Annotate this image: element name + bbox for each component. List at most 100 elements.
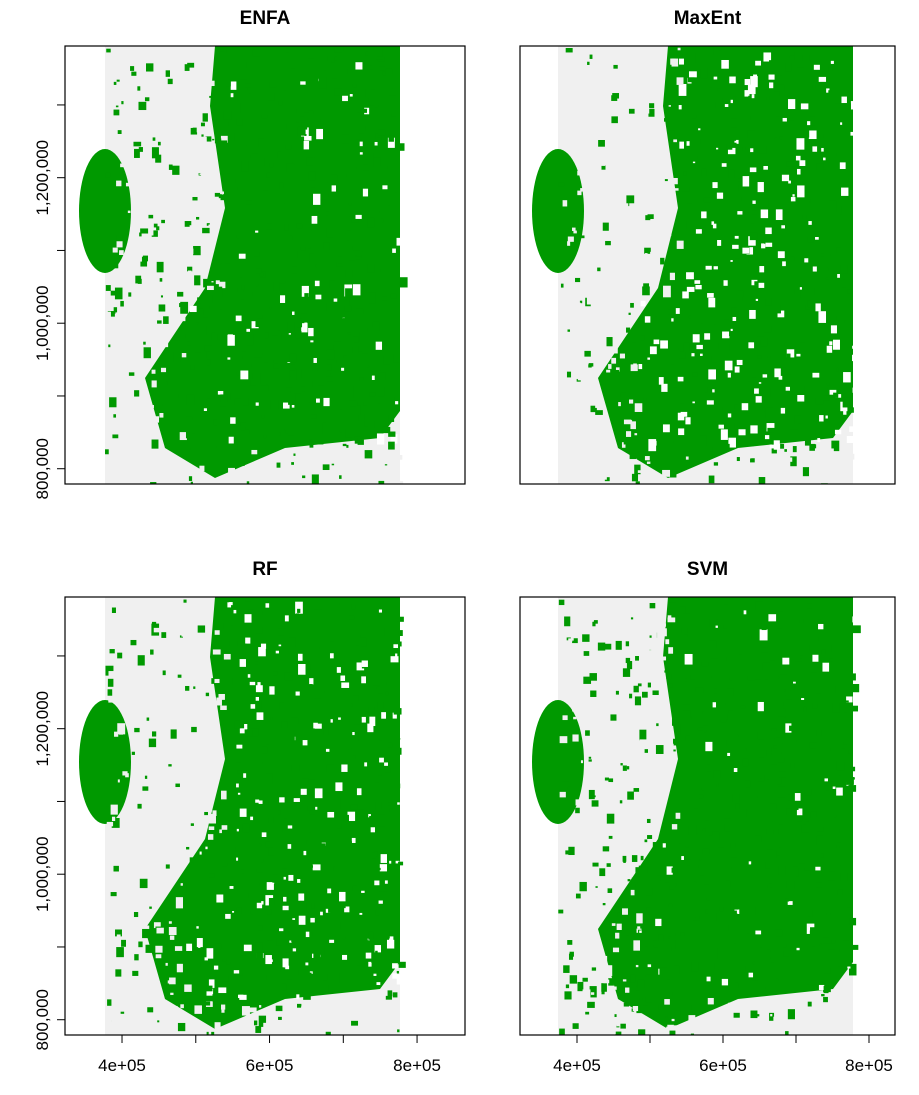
- raster-cell: [394, 841, 399, 847]
- raster-cell: [811, 940, 816, 947]
- raster-cell: [326, 376, 334, 382]
- raster-cell: [381, 218, 384, 223]
- raster-cell: [189, 225, 194, 231]
- raster-cell: [770, 387, 778, 398]
- raster-cell: [852, 625, 861, 634]
- raster-cell: [189, 67, 197, 76]
- raster-cell: [163, 682, 168, 688]
- raster-cell: [286, 979, 292, 984]
- raster-cell: [229, 640, 238, 647]
- raster-cell: [701, 168, 707, 177]
- raster-cell: [566, 371, 572, 378]
- raster-cell: [762, 249, 766, 252]
- raster-cell: [153, 922, 161, 929]
- raster-cell: [198, 308, 204, 316]
- raster-cell: [782, 117, 787, 122]
- raster-cell: [178, 364, 186, 371]
- raster-cell: [308, 246, 311, 249]
- raster-cell: [847, 966, 851, 969]
- raster-cell: [585, 730, 590, 736]
- raster-cell: [190, 481, 193, 484]
- raster-cell: [309, 684, 313, 688]
- raster-cell: [187, 62, 195, 68]
- raster-cell: [616, 923, 622, 930]
- raster-cell: [636, 483, 645, 484]
- raster-cell: [605, 940, 608, 943]
- raster-cell: [648, 108, 655, 117]
- raster-cell: [204, 1001, 211, 1006]
- raster-cell: [840, 872, 848, 882]
- raster-cell: [225, 263, 231, 271]
- raster-cell: [591, 967, 597, 971]
- raster-cell: [827, 943, 836, 950]
- raster-cell: [375, 341, 383, 350]
- raster-cell: [160, 367, 167, 373]
- raster-cell: [705, 741, 713, 752]
- raster-cell: [821, 253, 825, 257]
- map-panel: MaxEnt: [519, 8, 896, 485]
- raster-cell: [359, 1022, 363, 1025]
- raster-cell: [127, 210, 131, 214]
- raster-cell: [144, 692, 152, 705]
- raster-cell: [283, 86, 287, 91]
- raster-cell: [341, 682, 350, 688]
- raster-cell: [307, 805, 313, 811]
- raster-cell: [252, 372, 261, 385]
- raster-cell: [789, 725, 795, 731]
- raster-cell: [145, 944, 153, 953]
- raster-cell: [317, 435, 324, 445]
- raster-cell: [276, 462, 281, 468]
- raster-cell: [216, 894, 224, 903]
- raster-cell: [761, 337, 768, 347]
- raster-cell: [150, 283, 155, 287]
- raster-cell: [572, 629, 579, 638]
- raster-cell: [309, 441, 314, 448]
- raster-cell: [378, 900, 383, 904]
- raster-cell: [286, 454, 294, 462]
- raster-cell: [679, 351, 686, 359]
- raster-cell: [231, 789, 234, 792]
- raster-cell: [163, 685, 167, 689]
- raster-cell: [660, 623, 666, 627]
- raster-cell: [311, 796, 315, 801]
- raster-cell: [636, 1009, 643, 1014]
- raster-cell: [108, 671, 115, 677]
- raster-cell: [824, 778, 828, 782]
- raster-cell: [745, 780, 751, 788]
- raster-cell: [161, 219, 165, 224]
- raster-cell: [812, 266, 817, 272]
- raster-cell: [196, 774, 203, 783]
- raster-cell: [836, 787, 843, 796]
- raster-cell: [750, 458, 755, 463]
- raster-cell: [272, 671, 278, 676]
- raster-cell: [236, 907, 242, 915]
- plot-frame: [64, 596, 466, 1036]
- raster-cell: [180, 883, 183, 886]
- raster-cell: [744, 268, 748, 271]
- raster-cell: [110, 804, 118, 815]
- raster-cell: [199, 100, 204, 107]
- panel-title: RF: [252, 559, 277, 580]
- raster-cell: [139, 232, 142, 237]
- raster-cell: [368, 97, 374, 106]
- raster-cell: [679, 141, 685, 149]
- raster-cell: [157, 141, 161, 146]
- raster-cell: [239, 808, 247, 817]
- raster-cell: [313, 392, 316, 395]
- raster-cell: [278, 100, 283, 106]
- raster-cell: [766, 423, 775, 432]
- raster-cell: [236, 744, 243, 749]
- raster-cell: [586, 157, 592, 162]
- raster-cell: [393, 708, 402, 715]
- raster-cell: [399, 481, 404, 484]
- raster-cell: [697, 156, 700, 160]
- raster-cell: [110, 845, 118, 854]
- raster-cell: [767, 884, 771, 889]
- raster-cell: [157, 403, 163, 407]
- raster-cell: [723, 624, 728, 629]
- raster-cell: [359, 912, 363, 915]
- raster-cell: [673, 740, 681, 746]
- raster-cell: [758, 72, 765, 81]
- raster-cell: [734, 235, 739, 239]
- raster-cell: [250, 728, 259, 737]
